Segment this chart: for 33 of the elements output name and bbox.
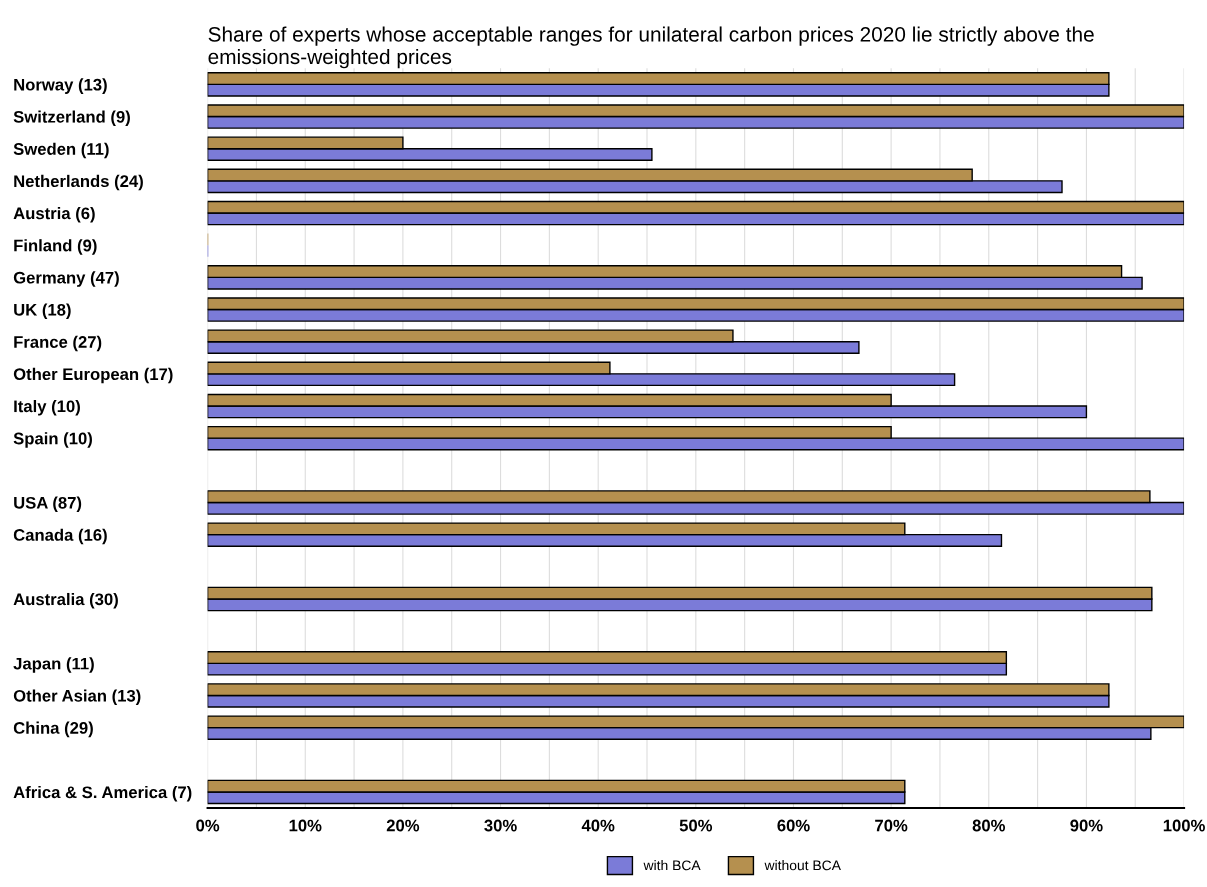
y-tick-label: Other European (17) bbox=[13, 367, 173, 384]
x-tick-label: 50% bbox=[679, 819, 713, 832]
y-tick-label: UK (18) bbox=[14, 303, 71, 320]
y-tick-label: Italy (10) bbox=[14, 399, 80, 416]
y-tick-label: Other Asian (13) bbox=[13, 689, 141, 705]
chart-title: Share of experts whose acceptable ranges for unilateral carbon prices 2020 lie strictly above the emissions-weighted prices bbox=[208, 26, 1094, 69]
y-tick-label: Africa & S. America (7) bbox=[13, 785, 192, 802]
legend-label: without BCA bbox=[764, 860, 841, 871]
y-tick-label: Spain (10) bbox=[13, 432, 92, 448]
x-tick-label: 20% bbox=[386, 819, 420, 832]
y-tick-label: Japan (11) bbox=[13, 657, 94, 673]
x-tick-label: 0% bbox=[196, 819, 220, 832]
y-tick-label: Finland (9) bbox=[14, 239, 97, 255]
y-tick-label: USA (87) bbox=[14, 496, 82, 512]
y-tick-label: Netherlands (24) bbox=[14, 174, 143, 191]
x-tick-label: 70% bbox=[875, 819, 908, 832]
y-tick-label: Germany (47) bbox=[13, 271, 119, 287]
x-tick-label: 40% bbox=[581, 819, 615, 832]
y-tick-label: Canada (16) bbox=[13, 528, 107, 545]
y-tick-label: Norway (13) bbox=[14, 78, 107, 94]
x-tick-label: 60% bbox=[777, 819, 810, 832]
y-tick-label: Australia (30) bbox=[13, 592, 118, 609]
y-tick-label: China (29) bbox=[13, 721, 93, 738]
y-tick-label: France (27) bbox=[14, 335, 102, 352]
x-tick-label: 10% bbox=[289, 819, 322, 832]
legend-label: with BCA bbox=[643, 860, 701, 871]
y-tick-label: Sweden (11) bbox=[13, 142, 109, 159]
x-tick-label: 80% bbox=[972, 819, 1006, 832]
x-tick-label: 30% bbox=[484, 819, 517, 832]
y-tick-label: Austria (6) bbox=[13, 207, 95, 223]
x-tick-label: 100% bbox=[1163, 819, 1205, 832]
y-tick-label: Switzerland (9) bbox=[13, 110, 130, 127]
x-tick-label: 90% bbox=[1070, 819, 1103, 832]
